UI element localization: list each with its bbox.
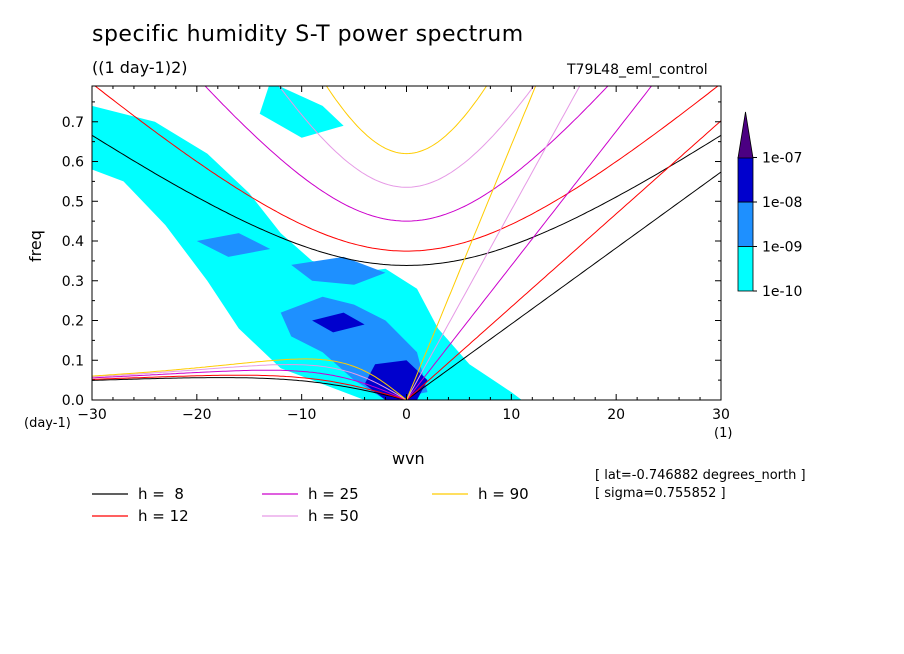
colorbar-segment [737,246,754,292]
dispersion-curves [92,86,721,400]
rossby-curve-h90 [92,358,407,400]
y-tick-label: 0.1 [62,353,84,369]
y-tick-label: 0.5 [62,194,84,210]
gravity-curve-h25 [204,86,609,222]
x-tick-label: 20 [607,407,625,423]
legend-label: h = 50 [308,507,359,525]
colorbar: 1e-10 1e-09 1e-08 1e-07 [737,111,802,300]
x-axis-unit: (1) [714,426,733,441]
legend-label: h = 8 [138,485,184,503]
colorbar-label: 1e-10 [762,284,802,300]
rossby-curve-h50 [92,363,407,400]
power-region-0 [92,105,522,400]
colorbar-segment [737,157,754,203]
colorbar-label: 1e-09 [762,240,802,256]
legend: h = 8 h = 12 h = 25 h = 50 h = 90 [92,485,529,525]
gravity-curve-h8 [92,134,721,267]
y-tick-label: 0.4 [62,234,84,250]
rossby-curve-h25 [92,369,407,400]
axes: −30 −20 −10 0 10 20 30 0.0 0.1 0.2 0.3 0.4 0.5 0.6 0.7 [62,86,730,423]
gravity-curve-h50 [278,86,535,188]
rossby-curve-h8 [92,377,407,400]
colorbar-label: 1e-08 [762,195,802,211]
y-tick-label: 0.3 [62,274,84,290]
legend-label: h = 25 [308,485,359,503]
power-region-3 [291,256,386,285]
y-axis-unit: (day-1) [24,416,71,431]
kelvin-curve-h25 [406,86,653,400]
power-region-6 [312,312,365,333]
x-tick-label: 10 [502,407,520,423]
chart-subtitle: ((1 day-1)2) [92,58,188,77]
colorbar-overflow-triangle [737,111,754,159]
kelvin-curve-h12 [406,120,721,400]
x-tick-label: −20 [182,407,212,423]
power-shading [92,86,522,400]
legend-label: h = 12 [138,507,189,525]
power-region-4 [196,233,271,257]
kelvin-curve-h8 [406,171,721,400]
sigma-info: [ sigma=0.755852 ] [595,486,726,501]
x-tick-label: −10 [287,407,317,423]
colorbar-segment [737,201,754,247]
run-name: T79L48_eml_control [567,62,708,78]
legend-label: h = 90 [478,485,529,503]
y-tick-label: 0.0 [62,393,84,409]
y-axis-label: freq [26,230,45,262]
gravity-curve-h12 [94,86,719,252]
x-axis-label: wvn [392,449,425,468]
y-tick-label: 0.7 [62,115,84,131]
x-tick-label: −30 [77,407,107,423]
latitude-info: [ lat=-0.746882 degrees_north ] [595,468,806,483]
colorbar-label: 1e-07 [762,151,802,167]
power-region-1 [259,86,344,138]
x-tick-label: 30 [712,407,730,423]
rossby-curve-h12 [92,374,407,400]
kelvin-curve-h50 [406,86,581,400]
y-tick-label: 0.6 [62,155,84,171]
y-tick-label: 0.2 [62,314,84,330]
gravity-curve-h90 [325,86,488,155]
x-tick-label: 0 [402,407,411,423]
kelvin-curve-h90 [406,86,537,400]
chart-title: specific humidity S-T power spectrum [92,22,524,47]
